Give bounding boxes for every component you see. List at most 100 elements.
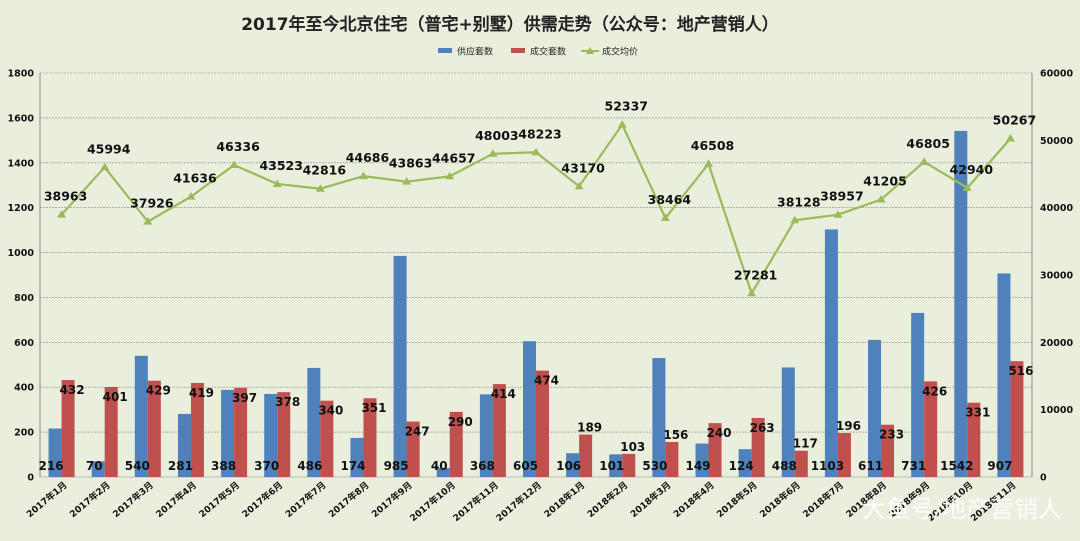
price-marker	[660, 213, 670, 222]
price-label: 43863	[389, 156, 433, 171]
data-label: 216	[39, 459, 64, 473]
left-tick-label: 1000	[8, 248, 35, 259]
price-label: 44686	[346, 150, 390, 165]
bar-sales	[406, 421, 420, 477]
price-marker	[57, 210, 67, 218]
data-label: 731	[901, 459, 926, 473]
bars	[48, 130, 1024, 477]
bar-sales	[579, 434, 593, 477]
left-tick-label: 800	[14, 293, 34, 304]
right-tick-label: 40000	[1040, 203, 1073, 214]
legend-label: 成交均价	[602, 46, 638, 58]
data-label: 985	[384, 459, 409, 473]
bar-supply	[566, 453, 580, 477]
data-label: 419	[189, 386, 214, 400]
data-label: 189	[577, 421, 602, 435]
bar-supply	[824, 229, 838, 477]
price-label: 42816	[303, 163, 347, 178]
left-tick-label: 0	[27, 473, 34, 484]
right-tick-label: 0	[1040, 473, 1047, 484]
bar-sales	[277, 392, 291, 477]
price-label: 38963	[44, 189, 88, 204]
price-marker	[358, 171, 368, 180]
price-label: 46336	[216, 139, 260, 154]
right-tick-label: 60000	[1040, 69, 1073, 80]
price-marker	[919, 157, 929, 165]
data-label: 426	[922, 384, 947, 398]
legend-label: 成交套数	[530, 46, 566, 58]
price-marker	[531, 147, 541, 156]
bar-supply	[436, 468, 450, 477]
bar-supply	[221, 389, 235, 477]
data-label: 388	[211, 459, 236, 473]
bar-sales	[837, 433, 851, 477]
data-label: 331	[965, 406, 990, 420]
data-label: 103	[620, 440, 645, 454]
bar-supply	[177, 413, 191, 477]
data-label: 196	[836, 419, 861, 433]
left-axis-ticks: 0 200 400 600 800 1000 1200 1400 1600 1800	[8, 69, 35, 484]
bar-sales	[1010, 361, 1024, 477]
bar-supply	[307, 367, 321, 477]
data-labels: 216 70 540 281 388 370 486 174 985 40 368 605 106 101…	[39, 99, 1037, 473]
price-label: 38128	[777, 194, 821, 209]
price-marker	[876, 195, 886, 203]
data-label: 117	[793, 437, 818, 451]
price-marker	[315, 184, 325, 192]
data-label: 1103	[811, 459, 844, 473]
data-label: 70	[86, 459, 103, 473]
price-label: 41636	[173, 171, 217, 186]
price-marker	[100, 162, 110, 171]
bar-supply	[264, 393, 278, 477]
bar-sales	[363, 398, 377, 477]
price-marker	[790, 215, 800, 224]
left-tick-label: 400	[14, 383, 34, 394]
data-label: 516	[1008, 364, 1033, 378]
price-marker	[574, 181, 584, 190]
price-label: 52337	[605, 99, 649, 114]
data-label: 432	[60, 383, 85, 397]
data-label: 530	[642, 459, 667, 473]
bar-sales	[967, 402, 981, 477]
data-label: 370	[254, 459, 279, 473]
price-marker	[704, 159, 714, 167]
bar-sales	[881, 424, 895, 477]
bar-supply	[48, 428, 62, 477]
data-label: 611	[858, 459, 883, 473]
bar-sales	[61, 380, 75, 477]
price-label: 45994	[87, 141, 131, 156]
data-label: 247	[405, 425, 430, 439]
price-marker	[1005, 134, 1015, 142]
data-label: 414	[491, 387, 516, 401]
price-label: 27281	[734, 267, 778, 282]
price-label: 48223	[518, 126, 562, 141]
data-label: 263	[750, 421, 775, 435]
data-label: 397	[232, 391, 257, 405]
bar-sales	[190, 382, 204, 477]
price-marker	[488, 149, 498, 157]
price-label: 38957	[820, 189, 864, 204]
price-marker	[186, 192, 196, 200]
data-label: 1542	[940, 459, 973, 473]
data-label: 488	[772, 459, 797, 473]
left-tick-label: 200	[14, 428, 34, 439]
left-tick-label: 1400	[8, 158, 35, 169]
data-label: 233	[879, 428, 904, 442]
data-label: 401	[103, 390, 128, 404]
right-tick-label: 10000	[1040, 405, 1073, 416]
data-label: 156	[663, 428, 688, 442]
bar-sales	[751, 417, 765, 477]
price-marker	[445, 171, 455, 180]
price-marker	[617, 120, 627, 128]
left-tick-label: 600	[14, 338, 34, 349]
bar-supply	[954, 130, 968, 477]
data-label: 340	[318, 404, 343, 418]
data-label: 474	[534, 374, 559, 388]
data-label: 351	[361, 401, 386, 415]
bar-sales	[924, 381, 938, 477]
right-tick-label: 20000	[1040, 338, 1073, 349]
bar-supply	[652, 358, 666, 477]
right-axis-ticks: 0 10000 20000 30000 40000 50000 60000	[1040, 69, 1073, 484]
watermark: 大鱼号/地产营销人	[862, 495, 1062, 523]
